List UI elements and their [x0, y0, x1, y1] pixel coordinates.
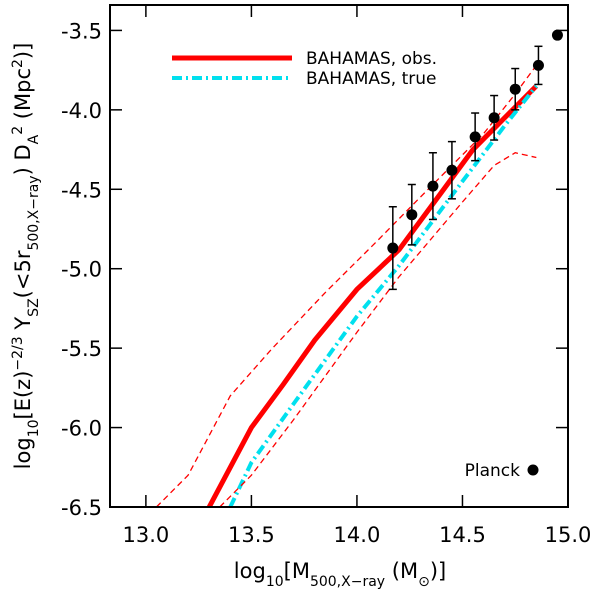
point	[551, 29, 563, 41]
label-subscript: 10	[26, 419, 42, 437]
label-subscript: 10	[266, 574, 284, 589]
label-text: [M	[284, 559, 310, 583]
point	[532, 59, 544, 71]
x-tick-label: 13.0	[122, 523, 169, 547]
label-text: ) D	[11, 144, 35, 175]
point	[406, 209, 418, 221]
series-line	[155, 64, 537, 507]
label-subscript: A	[26, 134, 42, 144]
series-line	[219, 152, 537, 507]
label-superscript: 2	[10, 59, 26, 68]
label-subscript: SZ	[26, 298, 42, 316]
y-tick-label: -5.5	[61, 337, 102, 361]
series-line	[206, 84, 539, 507]
legend-label: BAHAMAS, obs.	[306, 49, 437, 69]
label-text: (M	[385, 559, 418, 583]
legend-marker	[527, 464, 539, 476]
y-tick-label: -4.5	[61, 178, 102, 202]
legend-label: BAHAMAS, true	[306, 69, 437, 89]
point	[427, 180, 439, 192]
label-subscript: ⊙	[418, 574, 430, 589]
plot	[155, 29, 563, 507]
label-text: (<5r	[11, 250, 35, 298]
label-text: [E(z)	[11, 371, 35, 420]
y-tick-label: -3.5	[61, 19, 102, 43]
point	[387, 242, 399, 254]
point	[469, 131, 481, 143]
x-tick-label: 14.5	[439, 523, 486, 547]
label-text: log	[234, 559, 266, 583]
label-subscript: 500,X−ray	[310, 574, 385, 589]
x-tick-label: 13.5	[228, 523, 275, 547]
label-text: Y	[11, 317, 35, 337]
frame	[109, 4, 569, 508]
point	[446, 164, 458, 176]
label-text: )]	[430, 559, 446, 583]
y-tick-label: -6.5	[61, 496, 102, 520]
point	[509, 83, 521, 95]
point	[488, 112, 500, 124]
x-tick-label: 14.0	[334, 523, 381, 547]
label-text: (Mpc	[11, 68, 35, 126]
label-text: log	[11, 437, 35, 469]
label-text: )]	[11, 43, 35, 59]
y-tick-label: -5.0	[61, 258, 102, 282]
y-tick-label: -4.0	[61, 99, 102, 123]
series-line	[228, 84, 538, 507]
legend-label: Planck	[465, 461, 521, 481]
y-tick-label: -6.0	[61, 417, 102, 441]
x-tick-label: 15.0	[545, 523, 592, 547]
y-axis-label: log10[E(z)−2/3 YSZ(<5r500,X−ray) DA2 (Mp…	[10, 43, 42, 470]
label-superscript: −2/3	[10, 336, 26, 370]
label-subscript: 500,X−ray	[26, 175, 42, 250]
label-superscript: 2	[10, 126, 26, 135]
x-axis-label: log10[M500,X−ray (M⊙)]	[234, 559, 446, 589]
